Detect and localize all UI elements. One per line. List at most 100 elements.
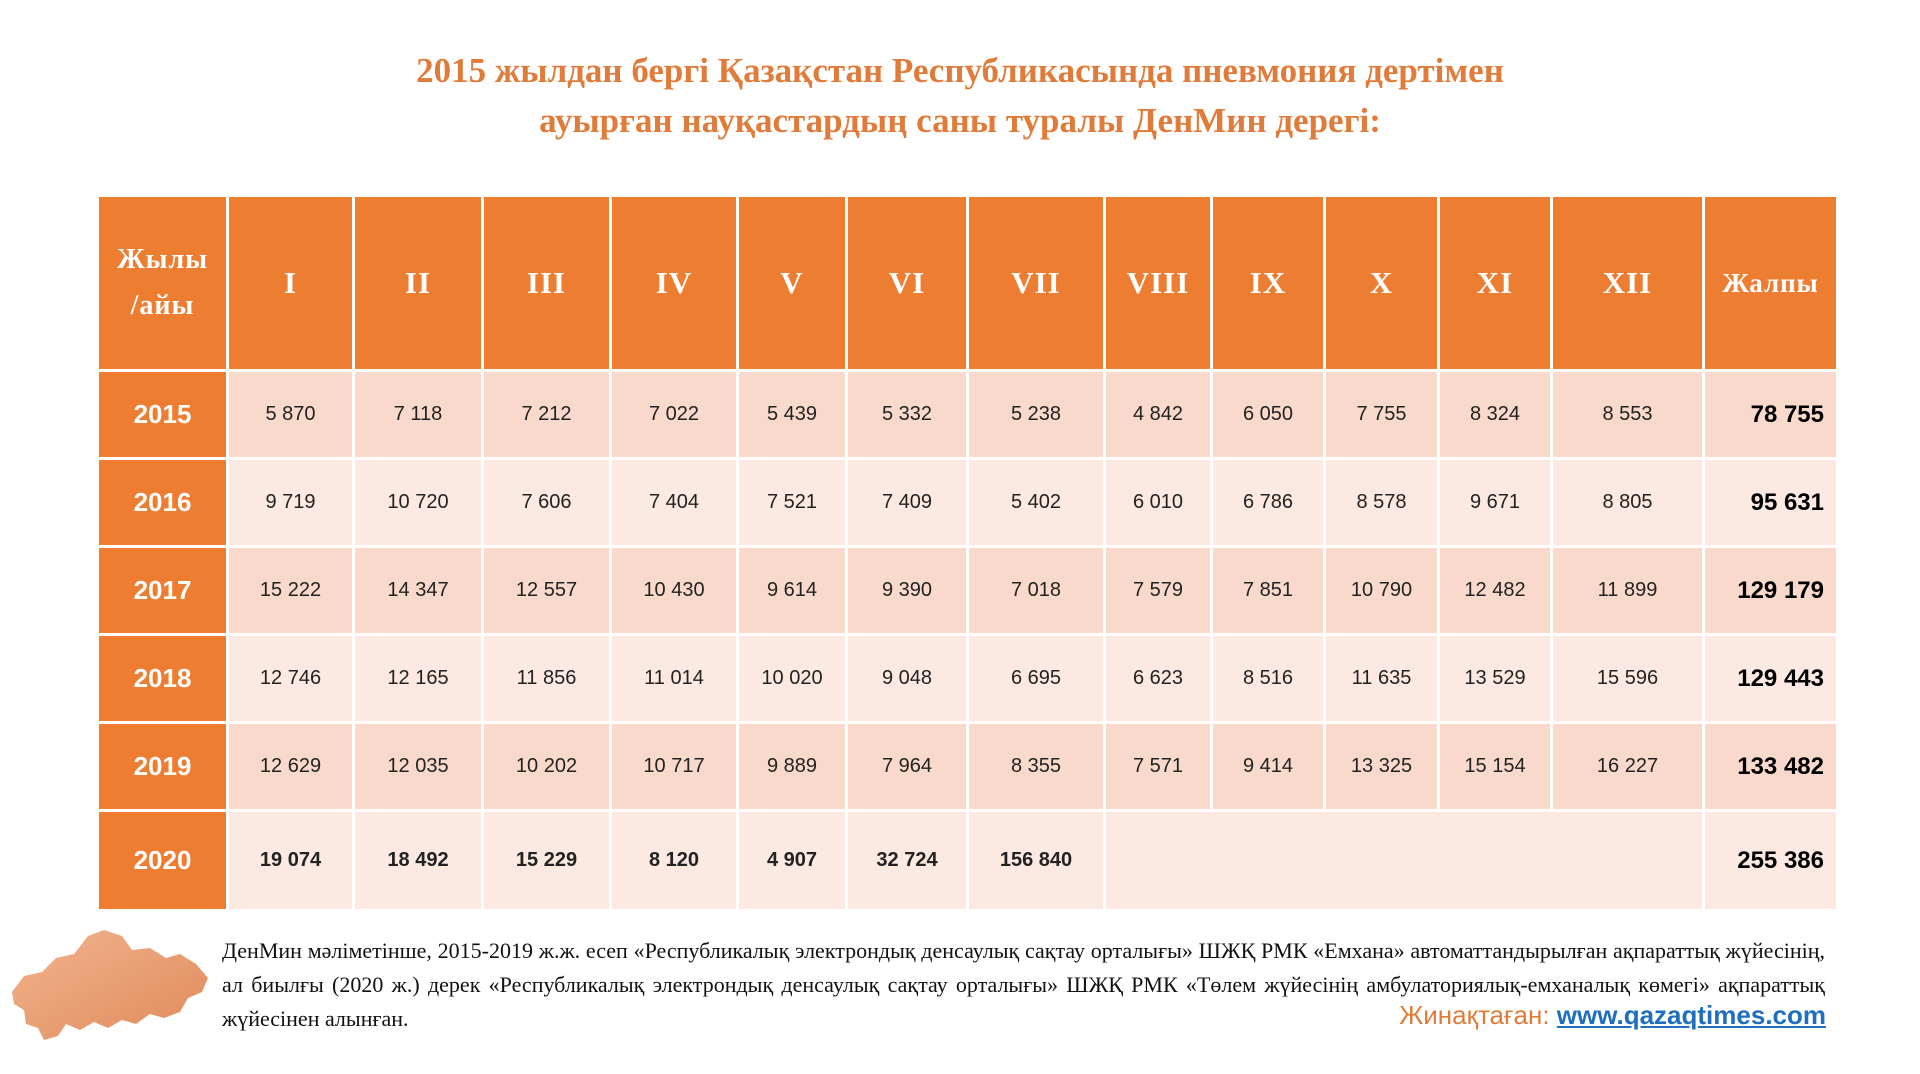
table-cell: 5 870 (226, 369, 355, 460)
table-cell: 7 018 (966, 545, 1106, 636)
table-cell: 13 325 (1323, 721, 1440, 812)
row-year-label: 2018 (96, 633, 229, 724)
table-cell: 15 222 (226, 545, 355, 636)
table-cell: 7 606 (481, 457, 612, 548)
total-cell: 133 482 (1702, 721, 1839, 812)
table-cell: 9 719 (226, 457, 355, 548)
table-cell: 9 889 (736, 721, 848, 812)
total-cell: 129 179 (1702, 545, 1839, 636)
page-title: 2015 жылдан бергі Қазақстан Республикасы… (0, 46, 1920, 146)
table-cell: 7 579 (1103, 545, 1213, 636)
table-cell: 8 355 (966, 721, 1106, 812)
table-cell: 5 402 (966, 457, 1106, 548)
table-cell: 8 553 (1550, 369, 1705, 460)
table-cell: 13 529 (1437, 633, 1553, 724)
corner-header: Жылы /айы (96, 194, 229, 372)
table-row: 2019 12 629 12 035 10 202 10 717 9 889 7 964 8 … (96, 721, 1839, 812)
kazakhstan-map-icon (12, 930, 208, 1040)
table-cell: 15 596 (1550, 633, 1705, 724)
table-cell: 9 614 (736, 545, 848, 636)
table-cell: 4 907 (736, 809, 848, 912)
month-header-5: V (736, 194, 848, 372)
table-row: 2015 5 870 7 118 7 212 7 022 5 439 5 332 5 238 4… (96, 369, 1839, 460)
table-cell: 10 430 (609, 545, 739, 636)
table-cell: 6 050 (1210, 369, 1326, 460)
table-cell: 7 755 (1323, 369, 1440, 460)
table-row: 2016 9 719 10 720 7 606 7 404 7 521 7 409 5 402… (96, 457, 1839, 548)
table-header-row: Жылы /айы I II III IV V VI VII VIII IX X… (96, 194, 1839, 372)
table-cell: 11 635 (1323, 633, 1440, 724)
table-cell: 11 014 (609, 633, 739, 724)
table-cell: 12 629 (226, 721, 355, 812)
month-header-11: XI (1437, 194, 1553, 372)
title-line-2: ауырған науқастардың саны туралы ДенМин … (539, 101, 1381, 140)
table-cell: 19 074 (226, 809, 355, 912)
table-cell: 8 516 (1210, 633, 1326, 724)
table-cell: 7 118 (352, 369, 484, 460)
month-header-7: VII (966, 194, 1106, 372)
data-table-container: Жылы /айы I II III IV V VI VII VIII IX X… (96, 194, 1839, 912)
table-row: 2020 19 074 18 492 15 229 8 120 4 907 32 724 15… (96, 809, 1839, 912)
table-cell: 9 390 (845, 545, 969, 636)
table-cell: 11 899 (1550, 545, 1705, 636)
table-cell: 11 856 (481, 633, 612, 724)
table-cell: 9 414 (1210, 721, 1326, 812)
month-header-1: I (226, 194, 355, 372)
corner-header-line-2: /айы (130, 290, 195, 321)
table-cell: 12 035 (352, 721, 484, 812)
table-cell: 7 964 (845, 721, 969, 812)
table-cell: 5 238 (966, 369, 1106, 460)
table-cell: 14 347 (352, 545, 484, 636)
table-cell: 10 020 (736, 633, 848, 724)
table-cell: 9 048 (845, 633, 969, 724)
table-cell: 10 202 (481, 721, 612, 812)
footnote-text: ДенМин мәліметінше, 2015-2019 ж.ж. есеп … (222, 938, 1825, 1031)
table-cell: 5 332 (845, 369, 969, 460)
table-cell: 7 404 (609, 457, 739, 548)
table-cell: 8 120 (609, 809, 739, 912)
table-cell: 9 671 (1437, 457, 1553, 548)
table-cell: 7 022 (609, 369, 739, 460)
month-header-8: VIII (1103, 194, 1213, 372)
table-cell: 8 578 (1323, 457, 1440, 548)
table-cell: 7 571 (1103, 721, 1213, 812)
table-cell: 7 212 (481, 369, 612, 460)
month-header-4: IV (609, 194, 739, 372)
table-cell: 10 720 (352, 457, 484, 548)
total-cell: 78 755 (1702, 369, 1839, 460)
month-header-10: X (1323, 194, 1440, 372)
month-header-3: III (481, 194, 612, 372)
table-cell: 15 154 (1437, 721, 1553, 812)
month-header-6: VI (845, 194, 969, 372)
table-cell: 156 840 (966, 809, 1106, 912)
table-cell: 5 439 (736, 369, 848, 460)
total-header: Жалпы (1702, 194, 1839, 372)
table-cell: 6 010 (1103, 457, 1213, 548)
table-cell: 8 324 (1437, 369, 1553, 460)
table-cell: 6 623 (1103, 633, 1213, 724)
row-year-label: 2017 (96, 545, 229, 636)
credit-line: Жинақтаған: www.qazaqtimes.com (1399, 998, 1826, 1032)
source-link[interactable]: www.qazaqtimes.com (1556, 1000, 1826, 1030)
total-cell: 255 386 (1702, 809, 1839, 912)
table-row: 2017 15 222 14 347 12 557 10 430 9 614 9 390 7 … (96, 545, 1839, 636)
table-cell: 12 482 (1437, 545, 1553, 636)
month-header-12: XII (1550, 194, 1705, 372)
table-row: 2018 12 746 12 165 11 856 11 014 10 020 9 048 6… (96, 633, 1839, 724)
table-cell: 10 717 (609, 721, 739, 812)
table-cell: 16 227 (1550, 721, 1705, 812)
table-cell: 18 492 (352, 809, 484, 912)
table-cell: 7 521 (736, 457, 848, 548)
table-cell: 6 786 (1210, 457, 1326, 548)
month-header-9: IX (1210, 194, 1326, 372)
title-line-1: 2015 жылдан бергі Қазақстан Республикасы… (416, 51, 1504, 90)
total-cell: 95 631 (1702, 457, 1839, 548)
kazakhstan-map-shape (12, 930, 208, 1040)
pneumonia-cases-table: Жылы /айы I II III IV V VI VII VIII IX X… (96, 194, 1839, 912)
table-cell: 12 165 (352, 633, 484, 724)
table-cell: 7 851 (1210, 545, 1326, 636)
table-cell: 6 695 (966, 633, 1106, 724)
table-body: 2015 5 870 7 118 7 212 7 022 5 439 5 332 5 238 4… (96, 369, 1839, 912)
table-cell: 8 805 (1550, 457, 1705, 548)
table-cell: 12 746 (226, 633, 355, 724)
